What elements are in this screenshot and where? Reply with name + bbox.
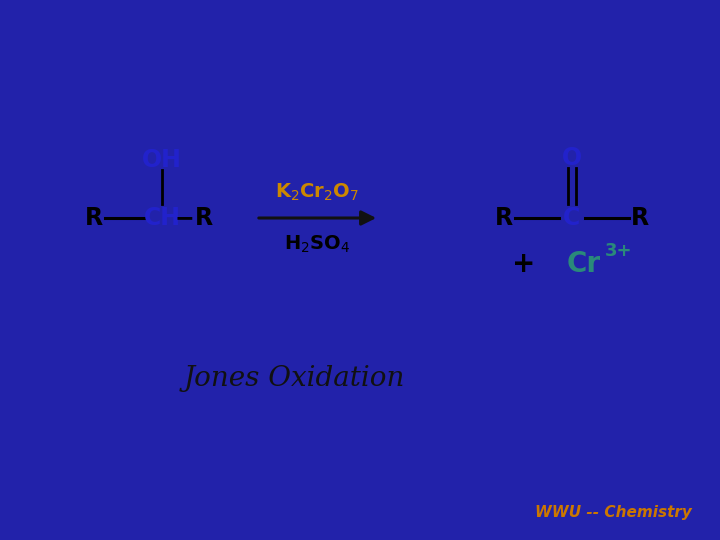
Text: O: O — [562, 146, 582, 170]
Text: R: R — [195, 206, 213, 230]
Text: H$_2$SO$_4$: H$_2$SO$_4$ — [284, 233, 351, 255]
Text: Alcohols: Alcohols — [268, 64, 452, 102]
Text: 3+: 3+ — [605, 242, 632, 260]
Text: C: C — [563, 206, 580, 230]
Text: WWU -- Chemistry: WWU -- Chemistry — [535, 504, 692, 519]
Text: Jones Oxidation: Jones Oxidation — [184, 364, 405, 391]
Text: OH: OH — [142, 148, 182, 172]
Text: −: − — [174, 206, 194, 230]
Text: R: R — [85, 206, 103, 230]
Text: CH: CH — [143, 206, 181, 230]
Text: Cr: Cr — [567, 250, 601, 278]
Text: R: R — [631, 206, 649, 230]
Text: R: R — [495, 206, 513, 230]
Text: +: + — [513, 250, 536, 278]
Text: Oxidation of Secondary: Oxidation of Secondary — [104, 29, 616, 67]
Text: K$_2$Cr$_2$O$_7$: K$_2$Cr$_2$O$_7$ — [276, 181, 359, 202]
